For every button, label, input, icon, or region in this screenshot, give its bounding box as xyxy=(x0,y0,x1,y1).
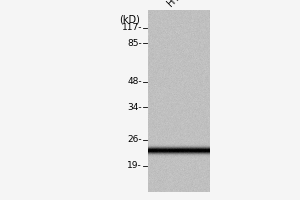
Text: 85-: 85- xyxy=(127,38,142,47)
Text: HT-29: HT-29 xyxy=(165,0,192,8)
Text: 117-: 117- xyxy=(122,23,142,32)
Text: 26-: 26- xyxy=(128,136,142,144)
Text: 34-: 34- xyxy=(128,102,142,112)
Text: 19-: 19- xyxy=(127,162,142,170)
Text: 48-: 48- xyxy=(128,77,142,86)
Text: (kD): (kD) xyxy=(119,14,140,24)
